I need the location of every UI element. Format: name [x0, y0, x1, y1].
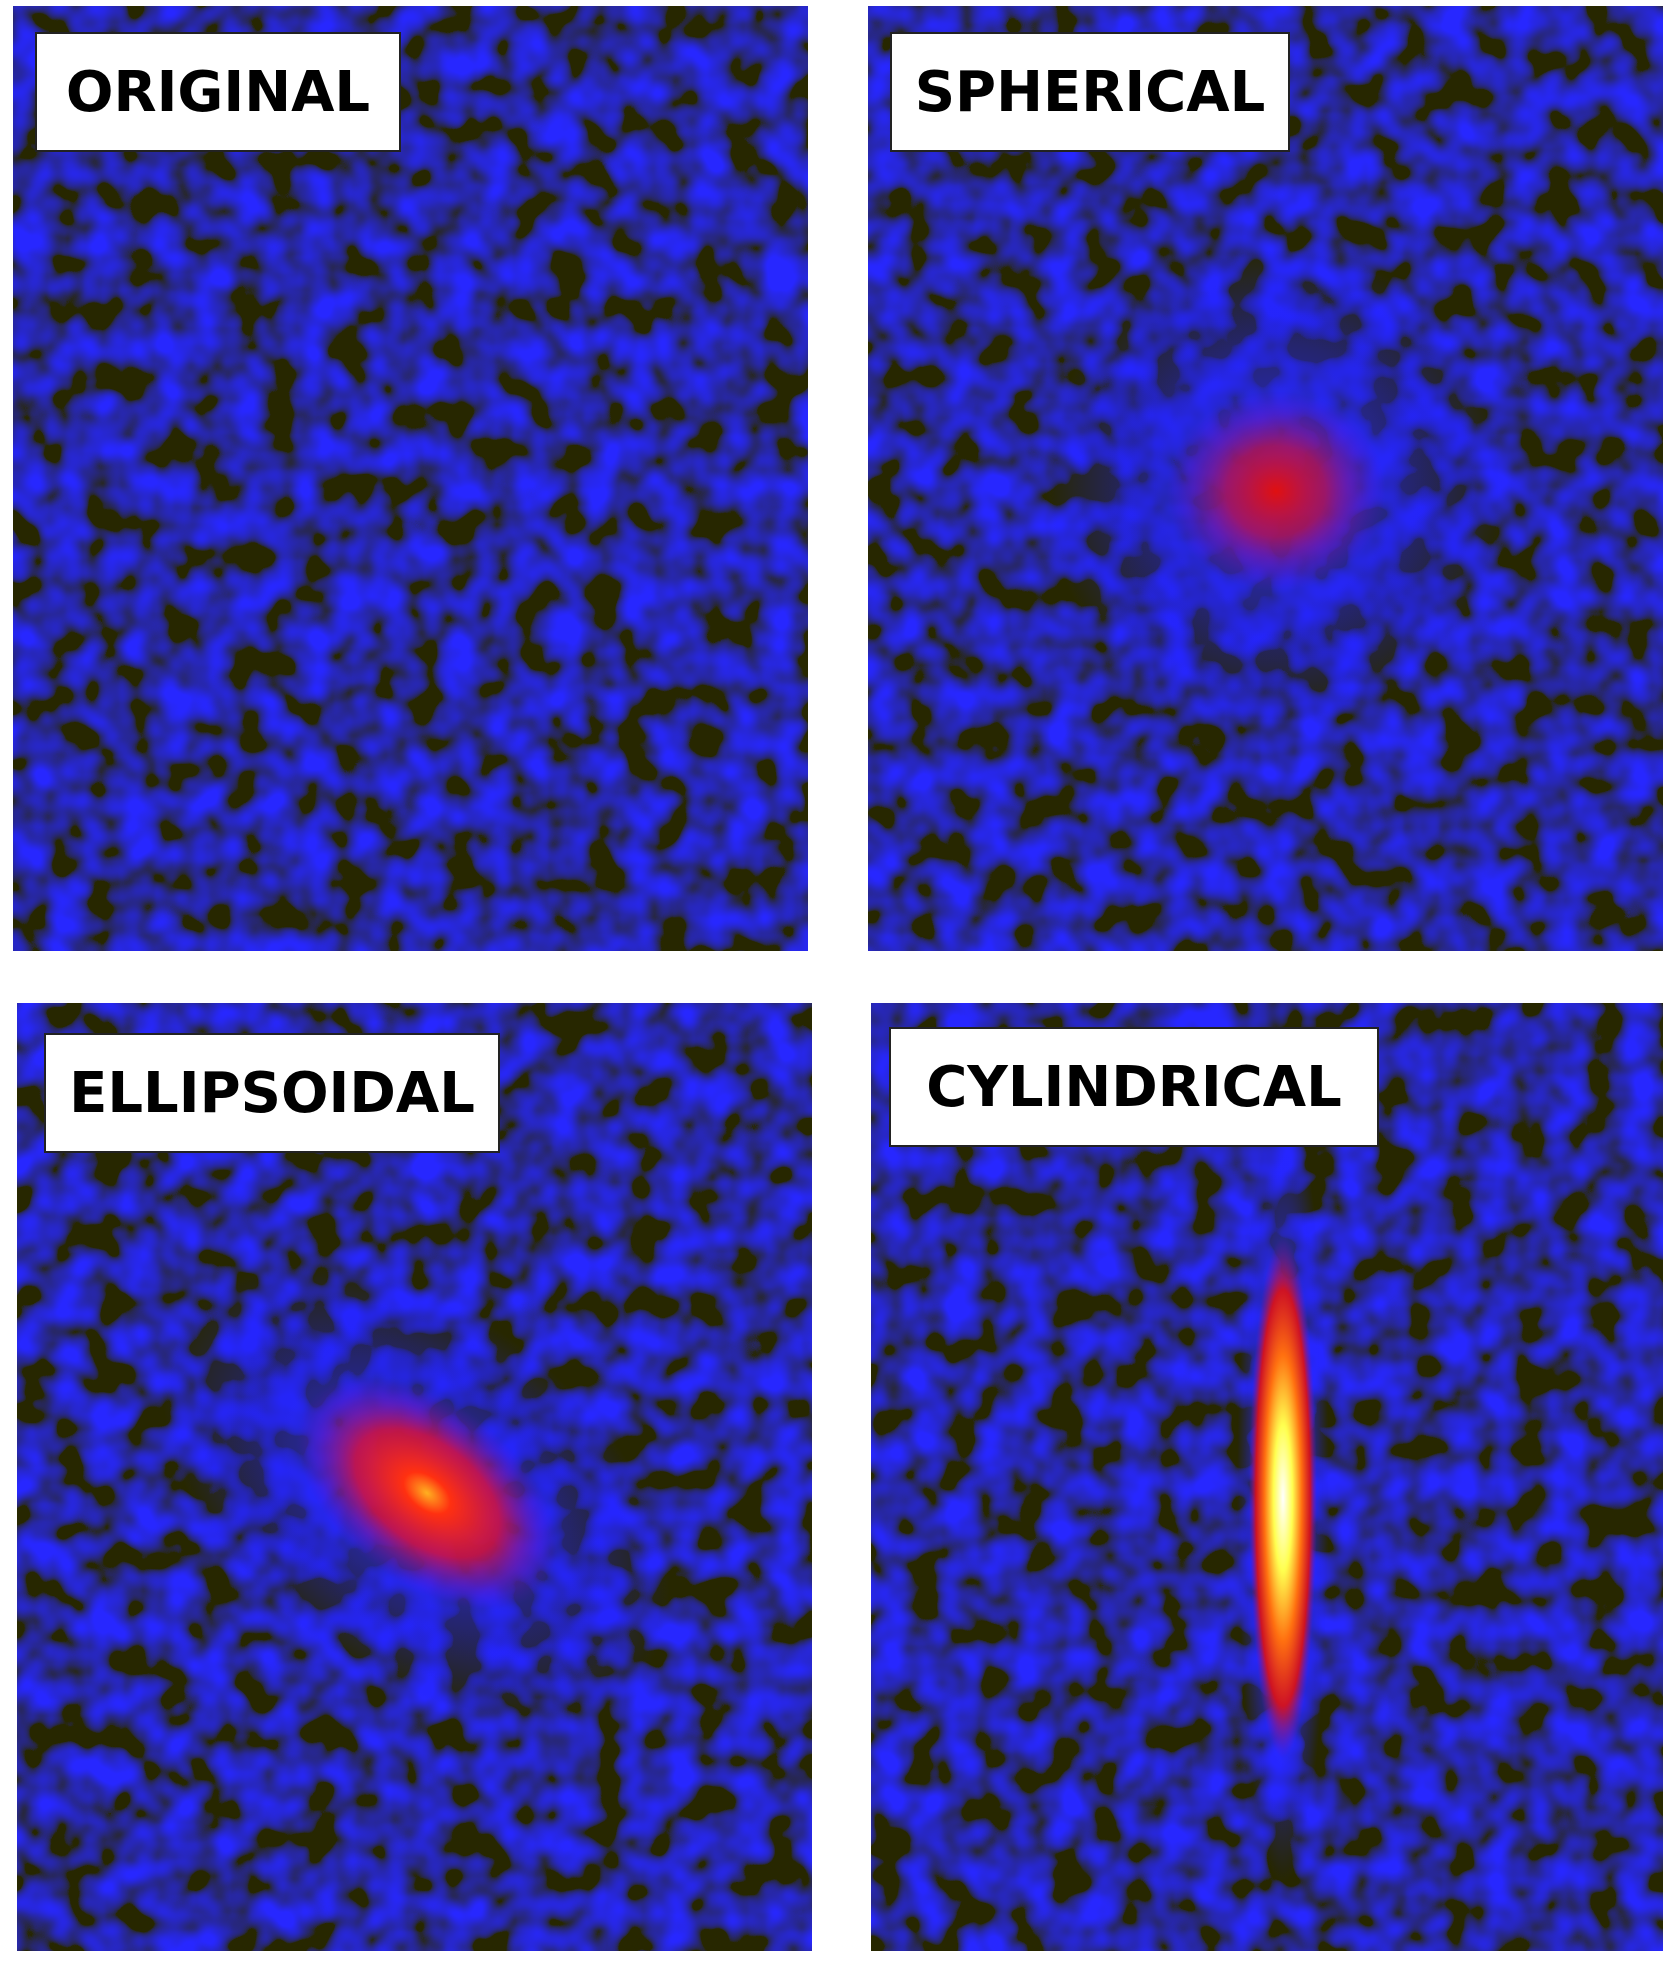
noise-image-ellipsoidal: [17, 1003, 812, 1951]
panel-label: ORIGINAL: [35, 32, 401, 152]
panel-label: SPHERICAL: [890, 32, 1290, 152]
panel-ellipsoidal: ELLIPSOIDAL: [17, 1003, 812, 1951]
noise-image-original: [13, 6, 808, 951]
noise-image-cylindrical: [871, 1003, 1663, 1951]
panel-spherical: SPHERICAL: [868, 6, 1663, 951]
panel-original: ORIGINAL: [13, 6, 808, 951]
noise-image-spherical: [868, 6, 1663, 951]
panel-label: CYLINDRICAL: [889, 1027, 1379, 1147]
panel-cylindrical: CYLINDRICAL: [871, 1003, 1663, 1951]
panel-label: ELLIPSOIDAL: [44, 1033, 500, 1153]
